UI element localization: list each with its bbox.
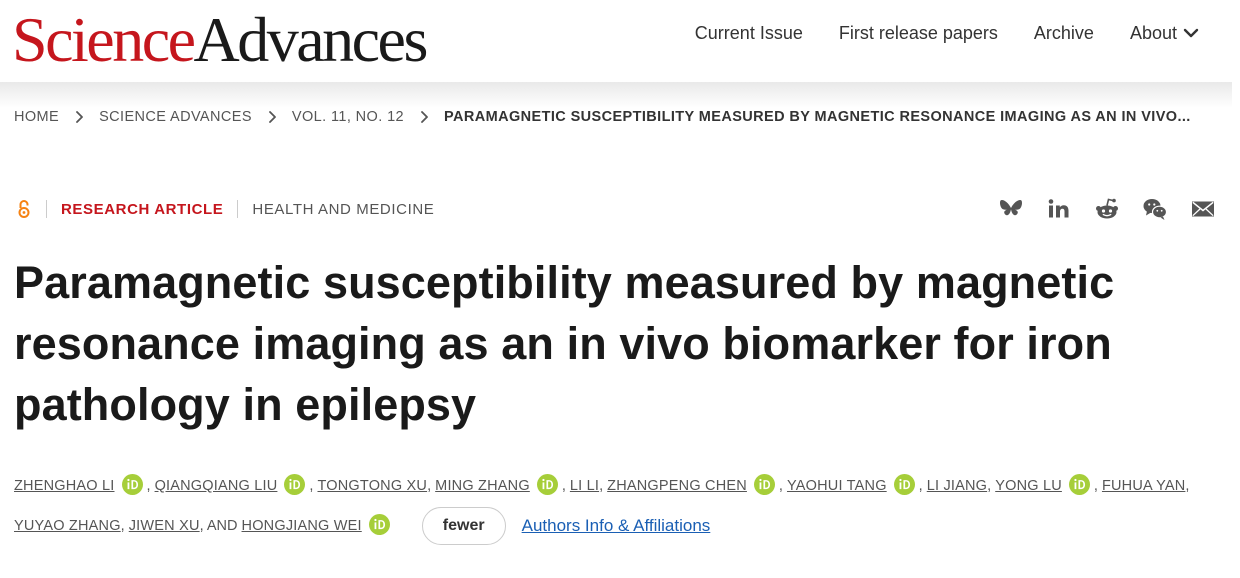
author-separator: , — [1093, 478, 1098, 494]
article-title: Paramagnetic susceptibility measured by … — [14, 257, 1115, 430]
orcid-icon[interactable] — [368, 514, 390, 535]
authors-info-affiliations-link[interactable]: Authors Info & Affiliations — [521, 516, 711, 536]
orcid-icon[interactable] — [753, 474, 775, 495]
author-link[interactable]: YUYAO ZHANG — [14, 518, 121, 534]
orcid-icon[interactable] — [893, 474, 915, 495]
fewer-authors-button[interactable]: fewer — [421, 507, 506, 546]
author-link[interactable]: ZHANGPENG CHEN — [607, 478, 747, 494]
author-separator: , — [146, 478, 151, 494]
author-separator: , — [561, 478, 566, 494]
author-separator: , — [309, 478, 314, 494]
author-link[interactable]: YONG LU — [995, 478, 1062, 494]
article-subject[interactable]: HEALTH AND MEDICINE — [252, 200, 435, 218]
author-and: , AND — [199, 518, 238, 534]
breadcrumb-home[interactable]: HOME — [14, 109, 60, 125]
breadcrumb: HOME SCIENCE ADVANCES VOL. 11, NO. 12 PA… — [14, 109, 1191, 125]
nav-about-label: About — [1129, 22, 1177, 43]
author-separator: , — [1185, 478, 1190, 494]
main-nav: Current Issue First release papers Archi… — [695, 22, 1199, 44]
breadcrumb-issue[interactable]: VOL. 11, NO. 12 — [291, 109, 405, 125]
orcid-icon[interactable] — [284, 474, 306, 495]
orcid-icon[interactable] — [536, 474, 558, 495]
author-separator: , — [427, 478, 432, 494]
email-icon[interactable] — [1190, 196, 1216, 222]
author-link[interactable]: HONGJIANG WEI — [241, 518, 362, 534]
orcid-icon[interactable] — [121, 474, 143, 495]
share-bar — [976, 196, 1216, 222]
author-link[interactable]: YAOHUI TANG — [786, 478, 887, 494]
author-separator: , — [918, 478, 923, 494]
author-link[interactable]: FUHUA YAN — [1101, 478, 1186, 494]
author-separator: , — [599, 478, 604, 494]
author-link[interactable]: ZHENGHAO LI — [14, 478, 115, 494]
author-link[interactable]: JIWEN XU — [128, 518, 200, 534]
article-type[interactable]: RESEARCH ARTICLE — [61, 200, 224, 218]
nav-first-release-papers[interactable]: First release papers — [838, 22, 998, 43]
orcid-icon[interactable] — [1068, 474, 1090, 495]
chevron-right-icon — [421, 111, 428, 123]
author-separator: , — [778, 478, 783, 494]
breadcrumb-current-article: PARAMAGNETIC SUSCEPTIBILITY MEASURED BY … — [444, 109, 1191, 125]
chevron-right-icon — [76, 111, 84, 123]
author-separator: , — [987, 478, 992, 494]
wechat-icon[interactable] — [1142, 196, 1168, 222]
breadcrumb-journal[interactable]: SCIENCE ADVANCES — [99, 109, 252, 125]
science-advances-logo[interactable]: ScienceAdvances — [12, 4, 428, 75]
linkedin-icon[interactable] — [1046, 196, 1072, 222]
reddit-icon[interactable] — [1094, 196, 1120, 222]
nav-about[interactable]: About — [1130, 23, 1199, 44]
site-header: ScienceAdvances Current Issue First rele… — [0, 0, 1232, 82]
chevron-right-icon — [268, 111, 276, 123]
author-link[interactable]: LI LI — [569, 478, 600, 494]
article-meta: RESEARCH ARTICLE HEALTH AND MEDICINE — [16, 199, 434, 219]
author-link[interactable]: QIANGQIANG LIU — [154, 478, 278, 494]
header-shadow — [0, 82, 1232, 108]
meta-divider — [237, 200, 239, 218]
nav-current-issue[interactable]: Current Issue — [694, 22, 803, 43]
author-link[interactable]: LI JIANG — [926, 478, 988, 494]
bluesky-icon[interactable] — [998, 196, 1024, 222]
meta-divider — [46, 200, 47, 218]
nav-archive[interactable]: Archive — [1033, 22, 1094, 43]
author-list: ZHENGHAO LI, QIANGQIANG LIU, TONGTONG XU… — [14, 466, 1194, 546]
author-separator: , — [120, 518, 125, 534]
open-access-icon — [18, 200, 30, 218]
chevron-down-icon — [1183, 28, 1199, 38]
author-link[interactable]: MING ZHANG — [435, 478, 530, 494]
author-link[interactable]: TONGTONG XU — [317, 478, 428, 494]
